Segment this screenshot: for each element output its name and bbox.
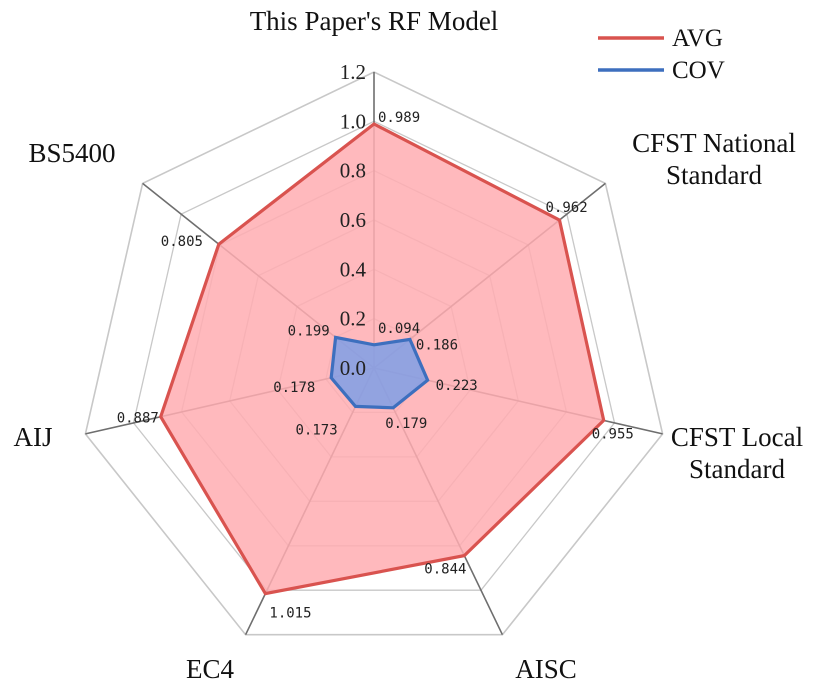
grid-ring-5 bbox=[132, 120, 616, 591]
value-label-avg: 1.015 bbox=[269, 606, 311, 622]
value-label-cov: 0.186 bbox=[416, 337, 458, 353]
tick-label: 0.0 bbox=[340, 356, 366, 380]
radar-axis-labels: This Paper's RF Model CFST National Standa… bbox=[14, 6, 804, 684]
grid-ring-6 bbox=[84, 71, 664, 636]
value-label-cov: 0.178 bbox=[273, 380, 315, 396]
axis-label-0: This Paper's RF Model bbox=[250, 6, 499, 36]
tick-label: 0.6 bbox=[340, 208, 366, 232]
radar-series bbox=[158, 122, 606, 596]
value-label-avg: 0.844 bbox=[424, 562, 466, 578]
legend-label-cov: COV bbox=[672, 57, 725, 84]
tick-label: 1.0 bbox=[340, 109, 366, 133]
value-label-avg: 0.962 bbox=[546, 200, 588, 216]
radar-value-labels: 0.989 0.962 0.955 0.844 1.015 0.887 0.805 0.094… bbox=[117, 110, 634, 622]
tick-label: 1.2 bbox=[340, 60, 366, 84]
value-label-cov: 0.223 bbox=[436, 378, 478, 394]
axis-label-1: CFST National Standard bbox=[632, 128, 796, 190]
value-label-avg: 0.887 bbox=[117, 411, 159, 427]
value-label-avg: 0.955 bbox=[592, 426, 634, 442]
tick-label: 0.8 bbox=[340, 159, 366, 183]
axis-label-4: EC4 bbox=[186, 654, 235, 684]
tick-label: 0.4 bbox=[340, 257, 367, 281]
axis-label-3: AISC bbox=[515, 654, 577, 684]
value-label-cov: 0.173 bbox=[296, 422, 338, 438]
value-label-cov: 0.199 bbox=[288, 323, 330, 339]
series-cov-area bbox=[329, 335, 430, 410]
value-label-avg: 0.805 bbox=[161, 234, 203, 250]
legend-label-avg: AVG bbox=[672, 25, 723, 52]
radar-tick-labels: 0.0 0.2 0.4 0.6 0.8 1.0 1.2 bbox=[340, 60, 367, 380]
axis-label-5: AIJ bbox=[14, 422, 53, 452]
value-label-avg: 0.989 bbox=[378, 110, 420, 126]
value-label-cov: 0.179 bbox=[385, 416, 427, 432]
axis-label-6: BS5400 bbox=[28, 138, 115, 168]
axis-label-2: CFST Local Standard bbox=[671, 422, 803, 484]
legend: AVG COV bbox=[598, 25, 725, 84]
value-label-cov: 0.094 bbox=[378, 321, 420, 337]
tick-label: 0.2 bbox=[340, 307, 366, 331]
